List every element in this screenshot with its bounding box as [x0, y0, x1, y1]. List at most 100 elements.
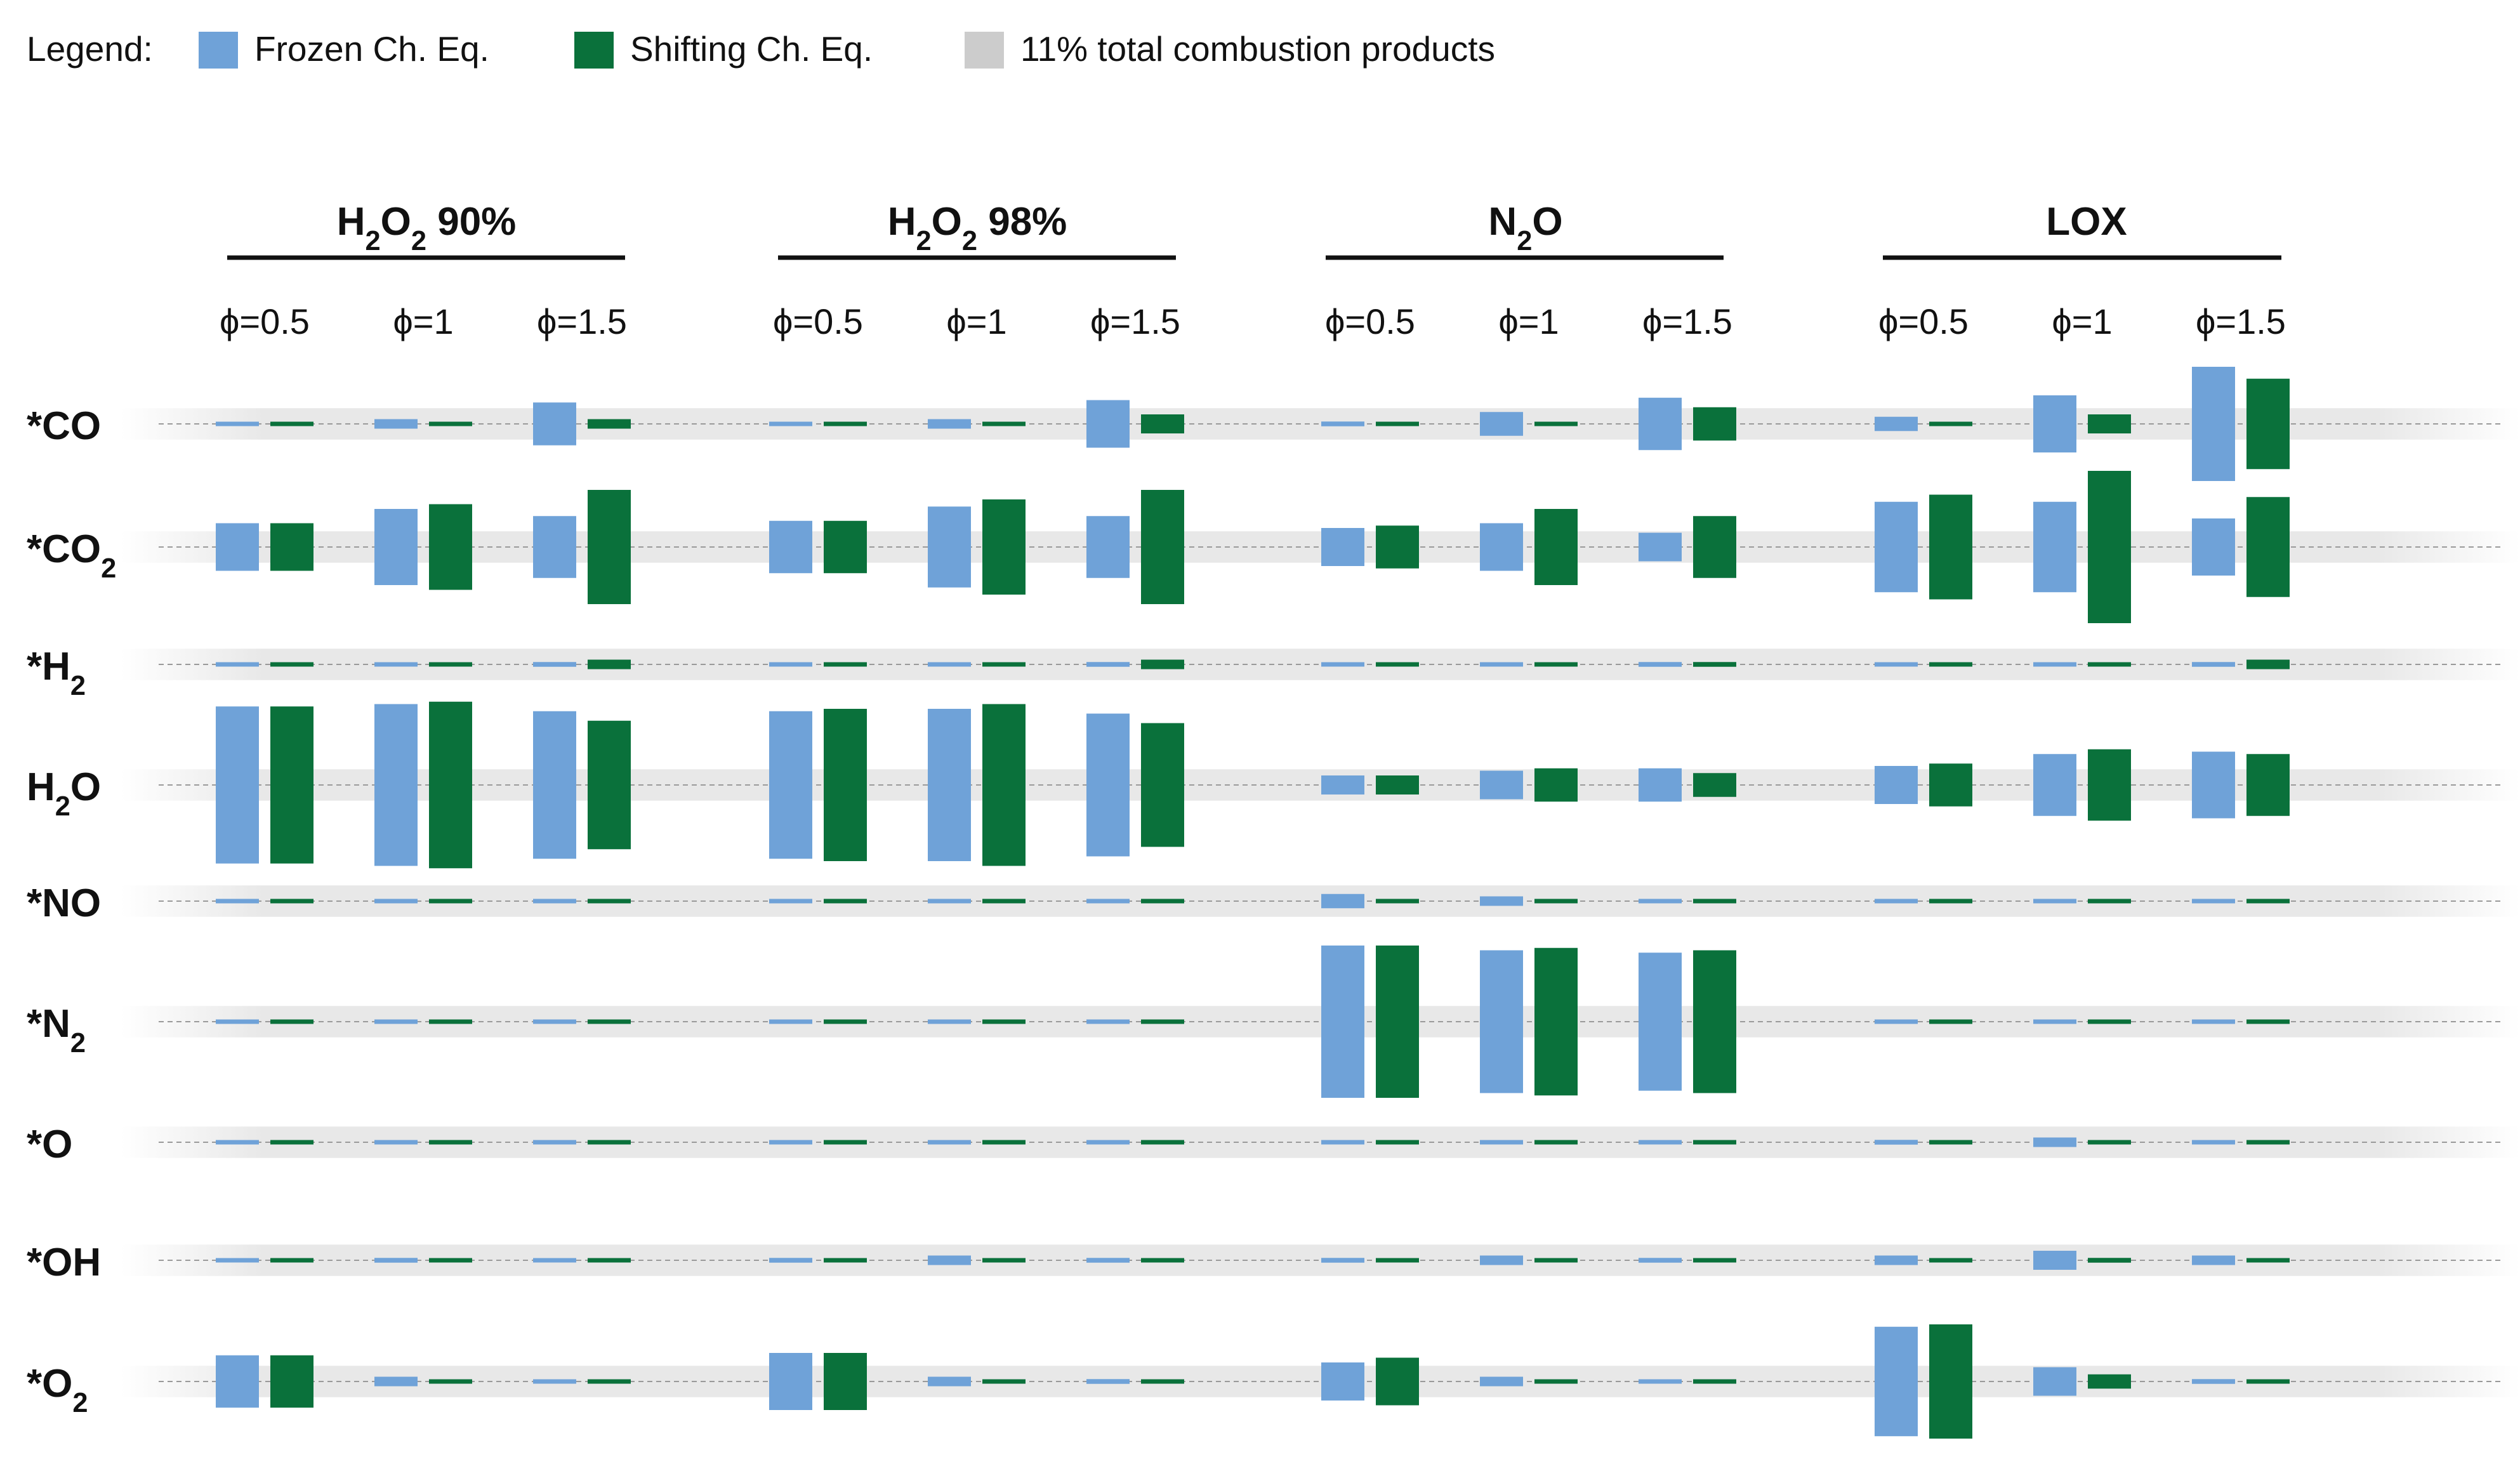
bar-frozen: [533, 1379, 576, 1384]
bar-frozen: [1639, 1140, 1682, 1145]
bar-frozen: [1321, 1258, 1364, 1263]
bar-frozen: [928, 709, 971, 861]
bar-frozen: [1480, 662, 1523, 667]
bar-frozen: [533, 516, 576, 578]
bar-frozen: [374, 1140, 418, 1145]
bars: [216, 367, 2290, 1439]
bar-shifting: [429, 421, 472, 426]
bar-frozen: [1086, 662, 1130, 667]
bar-shifting: [588, 1379, 631, 1384]
bar-frozen: [374, 1019, 418, 1024]
bar-shifting: [982, 1258, 1026, 1263]
bar-shifting: [1141, 1379, 1184, 1384]
bar-frozen: [1639, 768, 1682, 802]
bar-shifting: [1376, 525, 1419, 569]
legend-label-reference: 11% total combustion products: [1020, 29, 1495, 69]
bar-frozen: [533, 1258, 576, 1263]
bar-frozen: [216, 523, 259, 571]
bar-frozen: [2033, 395, 2076, 452]
bar-frozen: [1086, 1258, 1130, 1263]
phi-label: ϕ=0.5: [1878, 301, 1969, 341]
bar-shifting: [429, 1140, 472, 1145]
bar-frozen: [1321, 946, 1364, 1098]
bar-shifting: [2088, 1374, 2131, 1389]
bar-shifting: [2246, 1379, 2290, 1384]
oxidizer-headers: H2O2 90% H2O2 98% N2O LOX: [227, 200, 2281, 260]
bar-frozen: [1321, 528, 1364, 566]
bar-frozen: [1875, 766, 1918, 804]
species-label: *N2: [27, 1002, 86, 1058]
bar-shifting: [2088, 471, 2131, 623]
bar-shifting: [824, 899, 867, 904]
bar-frozen: [1875, 1326, 1918, 1437]
bar-shifting: [1141, 1258, 1184, 1263]
bar-shifting: [1141, 899, 1184, 904]
bar-shifting: [1376, 775, 1419, 794]
bar-shifting: [1929, 899, 1972, 904]
bar-shifting: [2246, 1258, 2290, 1263]
legend-swatch-frozen: [199, 32, 238, 69]
bar-frozen: [769, 1353, 812, 1410]
phi-label: ϕ=1: [946, 301, 1006, 341]
bar-shifting: [1929, 1324, 1972, 1439]
bar-frozen: [374, 1258, 418, 1263]
bar-frozen: [533, 1140, 576, 1145]
bar-frozen: [769, 1140, 812, 1145]
bar-frozen: [1875, 1255, 1918, 1265]
bar-frozen: [216, 662, 259, 667]
bar-shifting: [982, 421, 1026, 426]
legend-prefix: Legend:: [27, 29, 153, 69]
bar-frozen: [216, 1355, 259, 1408]
bar-shifting: [1534, 1379, 1578, 1384]
phi-label: ϕ=0.5: [773, 301, 863, 341]
bar-frozen: [2033, 662, 2076, 667]
bar-frozen: [1086, 516, 1130, 578]
bar-frozen: [1875, 1019, 1918, 1024]
bar-frozen: [2033, 1367, 2076, 1396]
bar-frozen: [769, 711, 812, 859]
bar-shifting: [824, 1258, 867, 1263]
phi-label: ϕ=0.5: [1325, 301, 1415, 341]
species-labels: *CO *CO2 *H2 H2O *NO *N2 *O *OH *O2: [27, 404, 116, 1418]
bar-frozen: [769, 899, 812, 904]
bar-shifting: [1693, 662, 1736, 667]
bar-shifting: [270, 1019, 313, 1024]
bar-frozen: [2033, 1251, 2076, 1270]
bar-shifting: [429, 1258, 472, 1263]
bar-shifting: [429, 701, 472, 869]
phi-label: ϕ=1: [1498, 301, 1559, 341]
species-label: *CO: [27, 404, 101, 448]
bar-frozen: [1086, 400, 1130, 448]
bar-frozen: [1875, 899, 1918, 904]
bar-shifting: [429, 662, 472, 667]
bar-shifting: [2088, 1140, 2131, 1145]
bar-shifting: [1534, 899, 1578, 904]
bar-shifting: [824, 1140, 867, 1145]
bar-frozen: [216, 1258, 259, 1263]
bar-frozen: [769, 421, 812, 426]
bar-shifting: [824, 421, 867, 426]
bar-frozen: [1875, 501, 1918, 593]
bar-shifting: [1693, 1140, 1736, 1145]
bar-shifting: [1929, 1019, 1972, 1024]
bar-frozen: [374, 419, 418, 429]
bar-shifting: [1534, 421, 1578, 426]
oxidizer-title: H2O2 90%: [337, 200, 517, 256]
bar-shifting: [1141, 414, 1184, 433]
bar-frozen: [769, 1019, 812, 1024]
bar-frozen: [2192, 1140, 2235, 1145]
bar-shifting: [1141, 659, 1184, 669]
bar-shifting: [1929, 494, 1972, 600]
bar-shifting: [824, 520, 867, 574]
bar-shifting: [982, 662, 1026, 667]
bar-frozen: [374, 662, 418, 667]
bar-shifting: [429, 1379, 472, 1384]
bar-shifting: [1376, 1140, 1419, 1145]
bar-shifting: [270, 662, 313, 667]
bar-frozen: [216, 421, 259, 426]
bar-shifting: [270, 1140, 313, 1145]
bar-frozen: [2192, 1019, 2235, 1024]
bar-shifting: [1693, 1258, 1736, 1263]
bar-shifting: [1693, 1379, 1736, 1384]
bar-shifting: [429, 504, 472, 590]
